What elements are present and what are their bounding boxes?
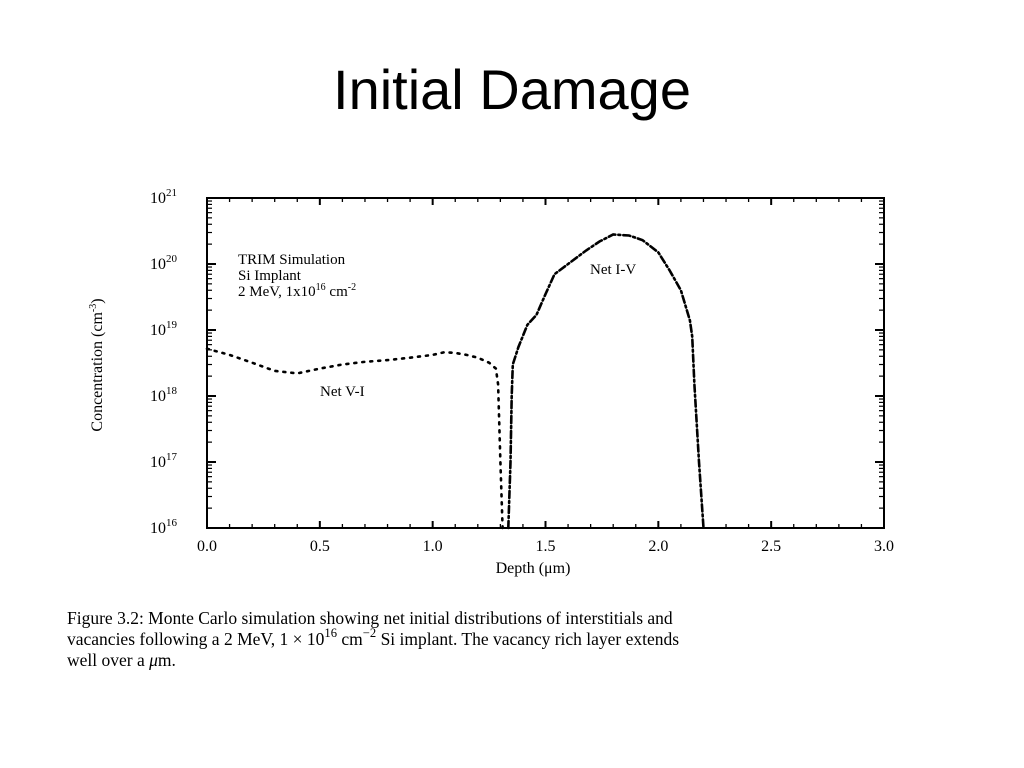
y-axis-title-base: Concentration (cm [89, 312, 106, 432]
y-tick-label: 1016 [150, 517, 178, 537]
y-tick-base: 10 [150, 388, 166, 405]
x-axis-title: Depth (μm) [496, 560, 571, 577]
y-tick-label: 1019 [150, 319, 178, 339]
y-tick-exp: 17 [166, 451, 178, 463]
caption-line-1: Figure 3.2: Monte Carlo simulation showi… [67, 608, 673, 628]
x-tick-label: 2.5 [761, 538, 781, 555]
y-tick-base: 10 [150, 256, 166, 273]
x-tick-label: 1.0 [423, 538, 443, 555]
annotation-line3-exp2: -2 [348, 282, 356, 293]
annotation-line1: TRIM Simulation [238, 252, 346, 268]
annotation-line2: Si Implant [238, 268, 302, 284]
y-tick-exp: 21 [166, 187, 177, 199]
caption-line-2-a: vacancies following a 2 MeV, 1 × 10 [67, 629, 325, 649]
y-axis-title-close: ) [89, 298, 106, 303]
y-tick-label: 1018 [150, 385, 178, 405]
y-tick-exp: 20 [166, 253, 178, 265]
x-tick-label: 2.0 [648, 538, 668, 555]
x-tick-label: 0.5 [310, 538, 330, 555]
caption-line-3: well over a μm. [67, 650, 967, 671]
caption-line-2-b: cm [337, 629, 363, 649]
slide-title: Initial Damage [333, 58, 691, 121]
caption-line-2-c: Si implant. The vacancy rich layer exten… [376, 629, 680, 649]
caption-line-2-exp2: −2 [362, 625, 377, 640]
y-tick-exp: 16 [166, 517, 178, 529]
concentration-chart: 0.0 0.5 1.0 1.5 2.0 2.5 3.01016101710181019102… [88, 187, 894, 577]
figure-caption: Figure 3.2: Monte Carlo simulation showi… [67, 608, 967, 671]
caption-line-3-mu: μ [149, 650, 158, 670]
x-tick-label: 3.0 [874, 538, 894, 555]
y-tick-exp: 19 [166, 319, 178, 331]
y-tick-base: 10 [150, 190, 166, 207]
y-tick-base: 10 [150, 520, 166, 537]
y-tick-base: 10 [150, 322, 166, 339]
y-tick-exp: 18 [166, 385, 178, 397]
caption-line-2: vacancies following a 2 MeV, 1 × 1016 cm… [67, 625, 967, 650]
caption-line-2-exp: 16 [324, 625, 338, 640]
annotation-line3-a: 2 MeV, 1x10 [238, 284, 316, 300]
y-tick-label: 1020 [150, 253, 178, 273]
series-label-net-v-i: Net V-I [320, 384, 365, 400]
annotation-line3-exp: 16 [316, 282, 326, 293]
y-axis-title-exp: -3 [88, 304, 99, 312]
y-axis-title: Concentration (cm-3) [88, 298, 106, 431]
series-line-net-i-v [507, 233, 705, 530]
y-tick-label: 1021 [150, 187, 177, 207]
annotation-line3: 2 MeV, 1x1016 cm-2 [238, 282, 356, 300]
series-label-net-i-v: Net I-V [590, 262, 636, 278]
plot-frame [206, 197, 885, 529]
caption-line-3-b: m. [157, 650, 176, 670]
x-tick-label: 0.0 [197, 538, 217, 555]
caption-line-3-a: well over a [67, 650, 150, 670]
y-tick-base: 10 [150, 454, 166, 471]
x-tick-label: 1.5 [536, 538, 556, 555]
annotation-line3-b: cm [326, 284, 348, 300]
y-tick-label: 1017 [150, 451, 178, 471]
series-line-net-v-i [205, 347, 504, 530]
